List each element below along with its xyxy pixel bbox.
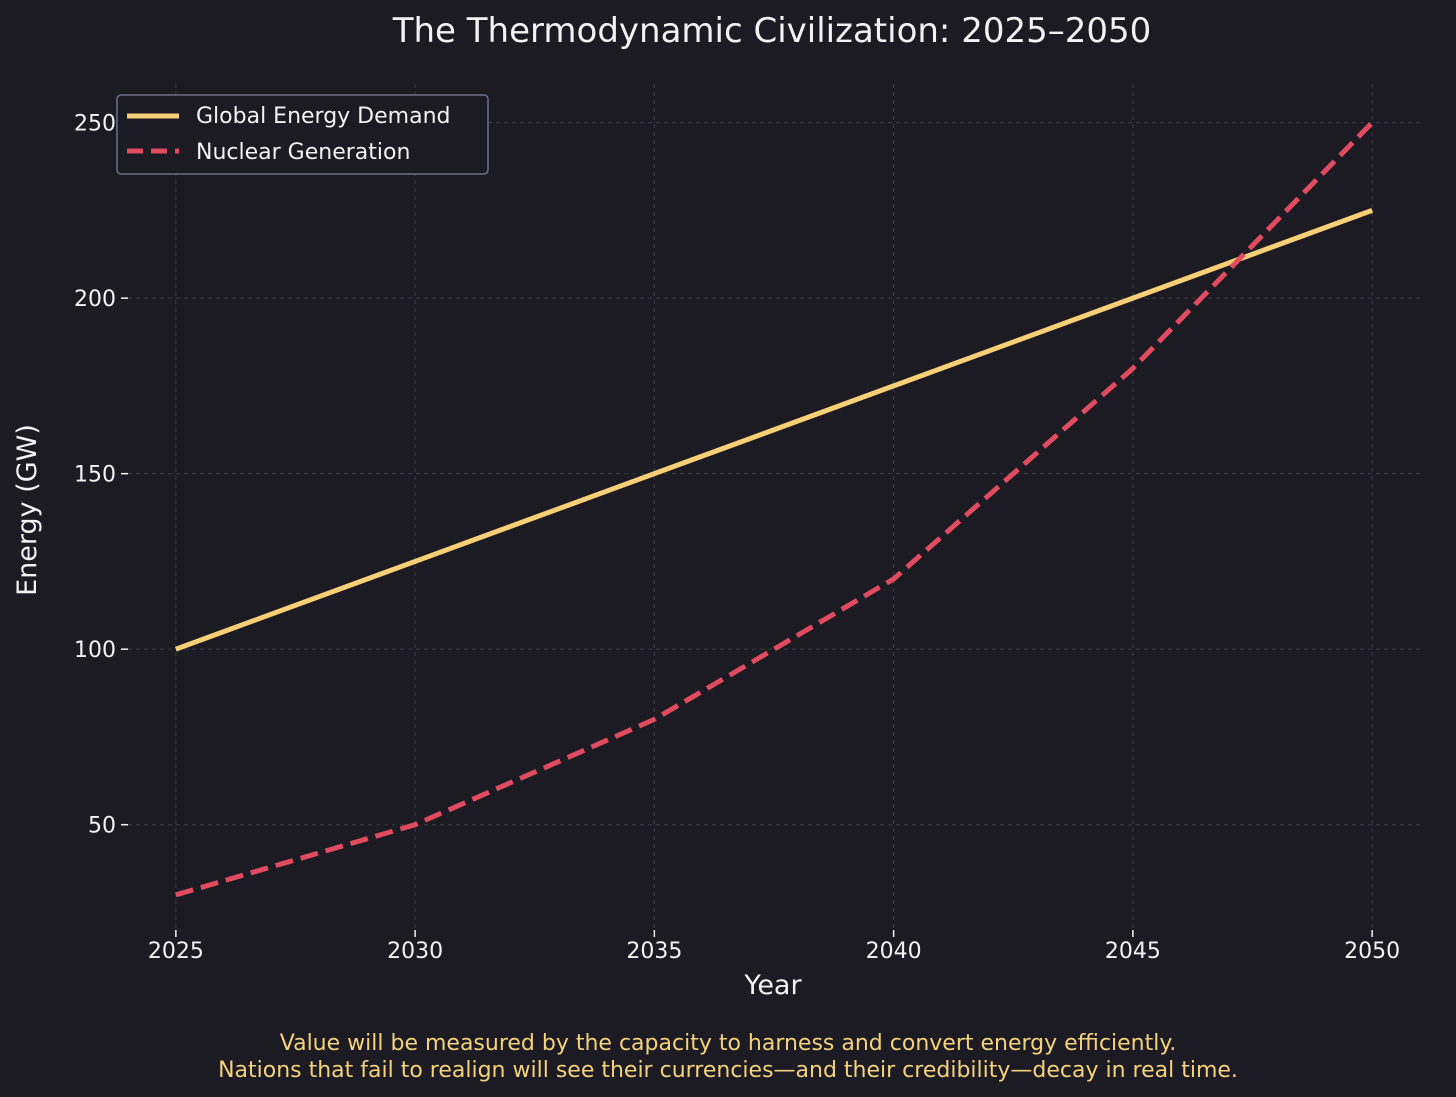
y-tick-label-50: 50	[88, 814, 116, 839]
y-axis-label: Energy (GW)	[12, 424, 43, 596]
x-axis-label: Year	[743, 970, 802, 1001]
x-tick-label-2045: 2045	[1105, 939, 1161, 964]
y-axis-ticks: 50 100 150 200 250	[74, 112, 128, 839]
chart-title: The Thermodynamic Civilization: 2025–205…	[392, 11, 1152, 51]
y-tick-label-150: 150	[74, 463, 116, 488]
x-axis-ticks: 2025 2030 2035 2040 2045 2050	[148, 930, 1400, 964]
y-tick-label-250: 250	[74, 112, 116, 137]
legend-box	[116, 94, 489, 175]
legend-label-global-energy-demand: Global Energy Demand	[196, 104, 450, 129]
x-tick-label-2030: 2030	[387, 939, 443, 964]
legend-label-nuclear-generation: Nuclear Generation	[196, 140, 410, 165]
series-line-global-energy-demand	[174, 208, 1374, 652]
x-tick-label-2040: 2040	[866, 939, 922, 964]
series-lines	[174, 120, 1374, 898]
x-tick-label-2035: 2035	[626, 939, 682, 964]
y-tick-label-200: 200	[74, 287, 116, 312]
caption-line-1: Value will be measured by the capacity t…	[280, 1031, 1177, 1056]
x-tick-label-2050: 2050	[1344, 939, 1400, 964]
grid-lines	[128, 84, 1420, 930]
caption-line-2: Nations that fail to realign will see th…	[218, 1058, 1238, 1083]
x-tick-label-2025: 2025	[148, 939, 204, 964]
y-tick-label-100: 100	[74, 638, 116, 663]
legend: Global Energy Demand Nuclear Generation	[116, 94, 489, 175]
